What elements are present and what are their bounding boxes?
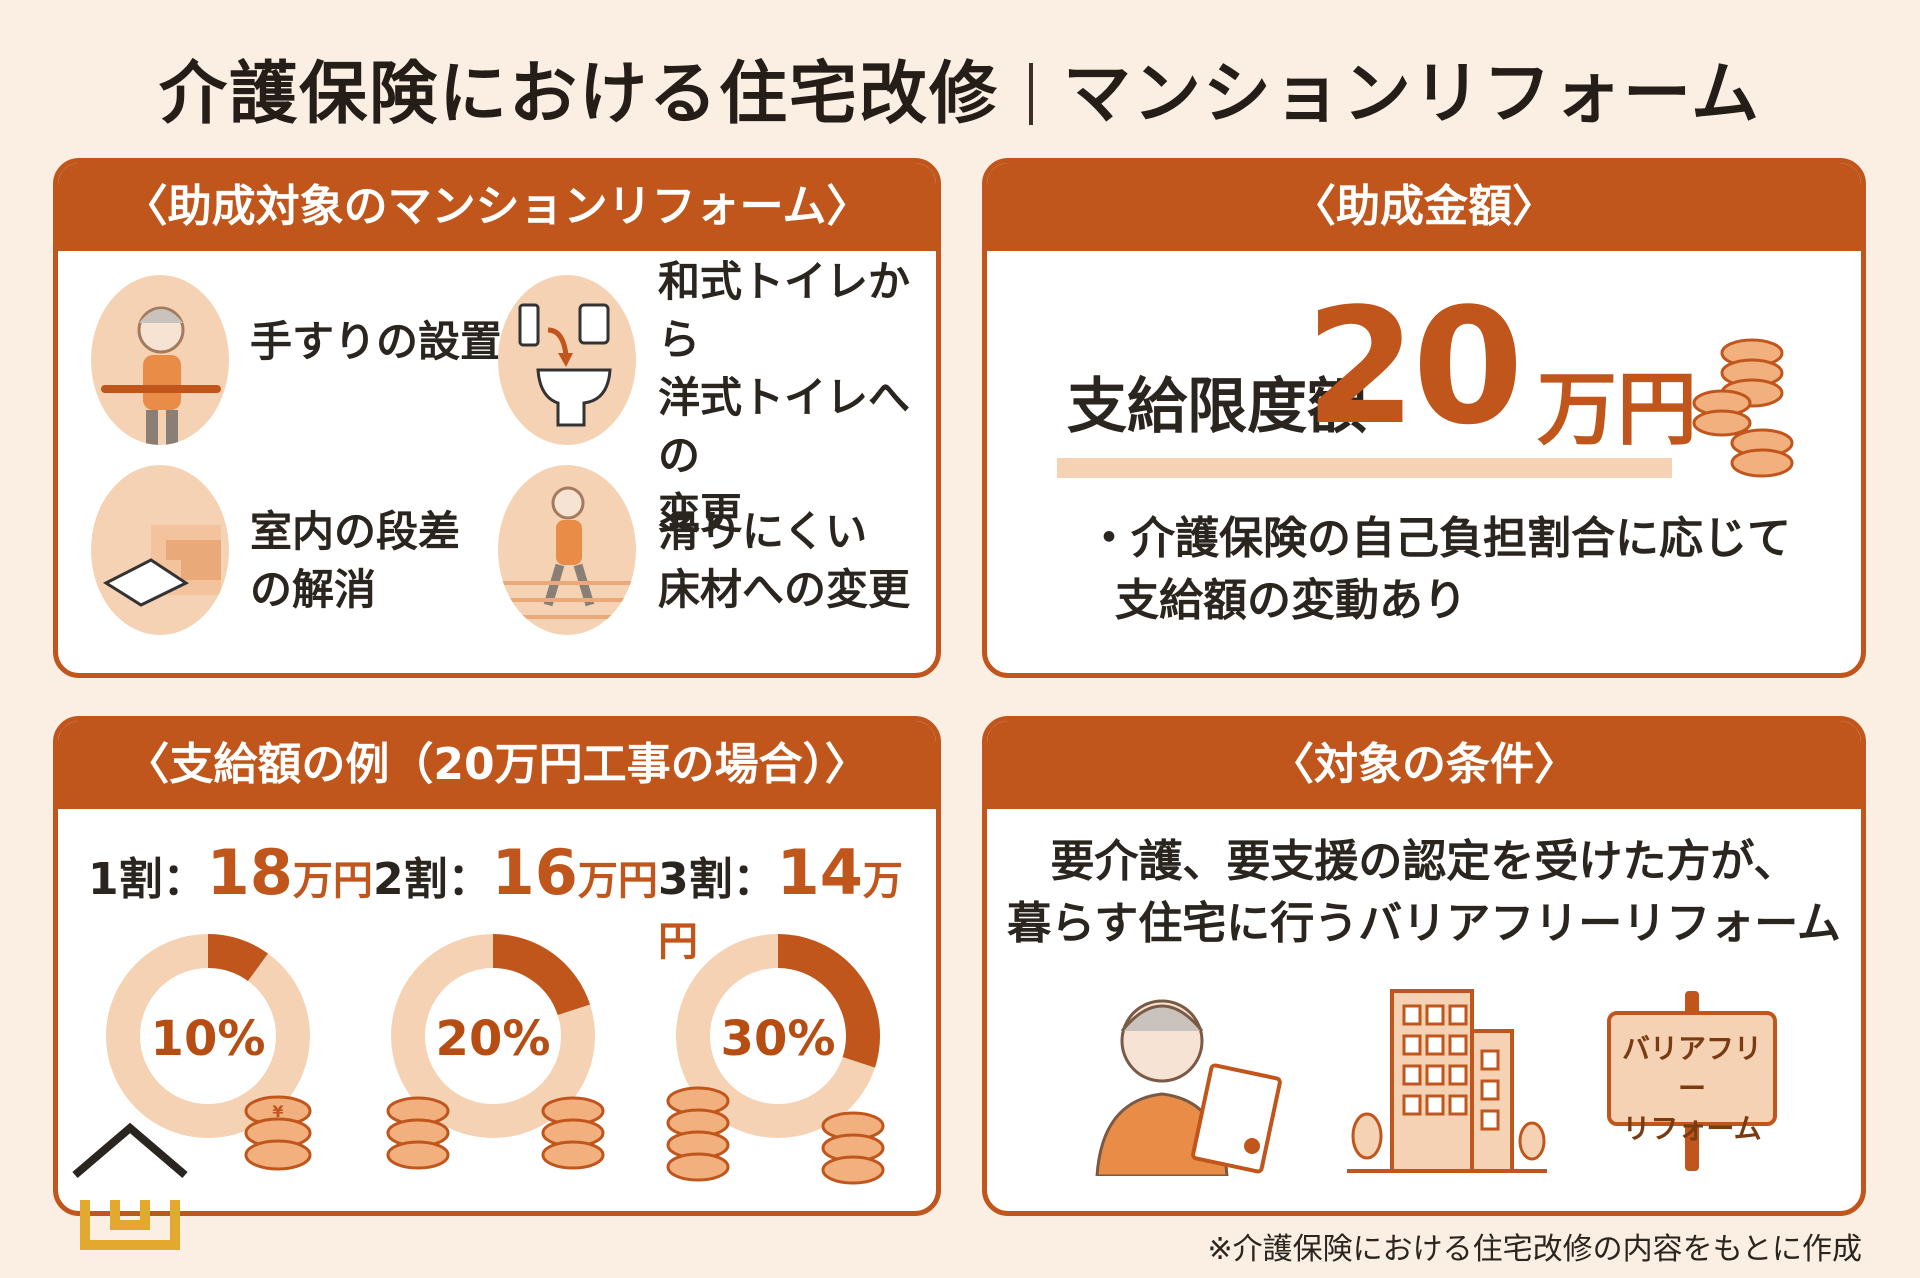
sign-line-2: リフォーム [1622, 1112, 1762, 1145]
donut-segment [676, 934, 880, 1138]
target-reform-heading: 〈助成対象のマンションリフォーム〉 [58, 163, 936, 251]
example-panel: 〈支給額の例（20万円工事の場合）〉 1割：18万円 2割：16万円 3割：14… [53, 716, 941, 1216]
title-right: マンションリフォーム [1063, 55, 1761, 134]
example-3-label: 3割：14万円 [658, 836, 903, 965]
amount-note: ・介護保険の自己負担割合に応じて 支給額の変動あり [1087, 513, 1791, 626]
condition-heading: 〈対象の条件〉 [987, 721, 1861, 809]
limit-unit: 万円 [1537, 363, 1697, 456]
percent-label-10: 10% [150, 1011, 266, 1067]
target-item-4-label: 滑りにくい 床材への変更 [658, 507, 911, 614]
donut-segment [391, 934, 595, 1138]
condition-text: 要介護、要支援の認定を受けた方が、 暮らす住宅に行うバリアフリーリフォーム [1007, 836, 1841, 949]
percent-label-30: 30% [720, 1011, 836, 1067]
condition-panel: 〈対象の条件〉 要介護、要支援の認定を受けた方が、 暮らす住宅に行うバリアフリー… [982, 716, 1866, 1216]
step-ramp-icon [91, 465, 229, 635]
svg-text:¥: ¥ [272, 1102, 283, 1121]
footnote: ※介護保険における住宅改修の内容をもとに作成 [1207, 1232, 1862, 1267]
elderly-certificate-icon [1095, 999, 1282, 1176]
amount-panel: 〈助成金額〉 支給限度額 20 万円 ・介護保険の自己負担割合に応じて 支給額の… [982, 158, 1866, 678]
example-2-label: 2割：16万円 [373, 836, 658, 909]
page-title: 介護保険における住宅改修 マンションリフォーム [0, 38, 1920, 137]
amount-heading: 〈助成金額〉 [987, 163, 1861, 251]
apartment-building-icon [1347, 989, 1547, 1173]
percent-label-20: 20% [435, 1011, 551, 1067]
limit-label: 支給限度額 [1067, 372, 1367, 442]
target-item-3-label: 室内の段差 の解消 [250, 507, 461, 614]
target-reform-panel: 〈助成対象のマンションリフォーム〉 手すりの設置 和式トイレから 洋式トイレへの… [53, 158, 941, 678]
coin-stack-icon [1692, 338, 1794, 478]
elderly-handrail-icon [91, 275, 229, 445]
donut-10-percent [106, 934, 310, 1138]
yen-coins-icon [386, 1096, 450, 1170]
donut-segment [106, 934, 310, 1138]
yen-coins-icon [666, 1086, 730, 1182]
yen-coins-icon: ¥ [244, 1095, 312, 1171]
limit-value: 20 [1305, 273, 1524, 460]
title-separator [1029, 63, 1034, 125]
limit-underline [1057, 458, 1672, 478]
title-left: 介護保険における住宅改修 [159, 55, 1000, 134]
donut-30-percent [676, 934, 880, 1138]
example-heading: 〈支給額の例（20万円工事の場合）〉 [58, 721, 936, 809]
donut-20-percent [391, 934, 595, 1138]
toilet-icon [498, 275, 636, 445]
barrier-free-sign: バリアフリー リフォーム [1607, 991, 1777, 1171]
sign-line-1: バリアフリー [1621, 1032, 1762, 1105]
target-item-1-label: 手すりの設置 [250, 317, 503, 366]
walking-elderly-icon [498, 465, 636, 635]
target-item-2-label: 和式トイレから 洋式トイレへの 変更 [658, 257, 911, 538]
yen-coins-icon [821, 1111, 885, 1185]
yen-coins-icon [541, 1096, 605, 1170]
house-logo-icon [72, 1122, 188, 1250]
example-1-label: 1割：18万円 [88, 836, 373, 909]
